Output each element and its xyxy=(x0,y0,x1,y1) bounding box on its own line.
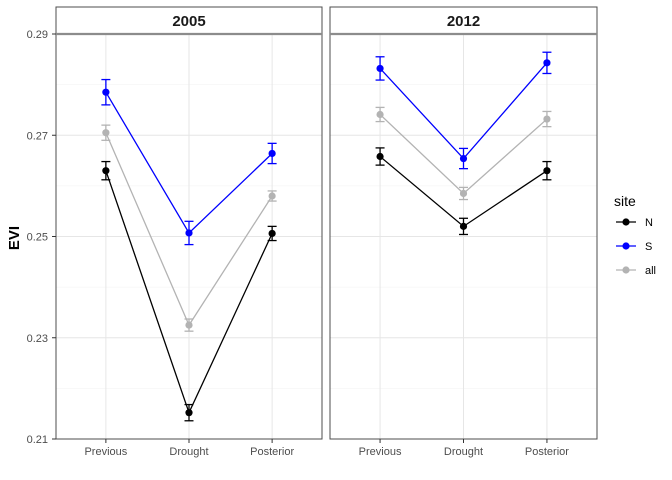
y-tick-label: 0.29 xyxy=(27,29,48,41)
y-tick-label: 0.21 xyxy=(27,434,48,446)
data-point xyxy=(376,152,384,161)
series-all xyxy=(101,124,277,332)
y-axis: 0.21 0.23 0.25 0.27 0.29 xyxy=(27,29,56,446)
series-S xyxy=(375,51,552,170)
data-point xyxy=(185,409,193,417)
legend-item-all: all xyxy=(616,265,656,277)
strip-label: 2005 xyxy=(172,13,205,30)
data-point xyxy=(102,88,110,96)
legend-key-point xyxy=(622,242,630,250)
x-tick-label: Previous xyxy=(84,446,127,458)
x-tick-label: Previous xyxy=(359,446,402,458)
y-tick-label: 0.25 xyxy=(27,232,48,244)
y-tick-label: 0.27 xyxy=(27,130,48,142)
data-point xyxy=(268,192,276,200)
data-point xyxy=(459,222,468,230)
legend-item-N: N xyxy=(616,217,653,229)
data-point xyxy=(268,149,276,158)
data-point xyxy=(459,154,468,163)
y-tick-label: 0.23 xyxy=(27,333,48,345)
strip-label: 2012 xyxy=(447,13,480,30)
panel-2012: 2012 Previous Drought Posterior xyxy=(329,6,598,458)
data-point xyxy=(459,189,468,198)
panels-layer: 2005 Previous Drought Posterior 2012 Previous… xyxy=(55,6,598,458)
data-point xyxy=(543,59,551,67)
legend-label: all xyxy=(645,265,656,277)
x-tick-label: Posterior xyxy=(525,446,569,458)
data-point xyxy=(102,167,110,175)
legend-key-point xyxy=(622,266,630,274)
data-point xyxy=(543,167,551,175)
data-point xyxy=(376,64,384,73)
data-point xyxy=(102,129,110,137)
strip-background xyxy=(55,6,323,35)
data-point xyxy=(543,115,551,123)
data-point xyxy=(376,110,384,119)
x-tick-label: Drought xyxy=(444,446,483,458)
data-point xyxy=(268,229,276,238)
legend-key-point xyxy=(622,218,630,226)
legend-title: site xyxy=(614,193,636,209)
strip-background xyxy=(329,6,598,35)
x-tick-label: Drought xyxy=(169,446,208,458)
data-point xyxy=(185,229,193,237)
y-axis-title: EVI xyxy=(6,226,23,250)
legend-label: N xyxy=(645,217,653,229)
data-point xyxy=(185,321,193,329)
panel-2005: 2005 Previous Drought Posterior xyxy=(55,6,323,458)
legend-item-S: S xyxy=(616,241,652,253)
x-tick-label: Posterior xyxy=(250,446,294,458)
series-N xyxy=(375,147,552,236)
legend-label: S xyxy=(645,241,652,253)
series-N xyxy=(101,160,277,422)
series-all xyxy=(375,106,552,201)
series-S xyxy=(101,78,277,246)
